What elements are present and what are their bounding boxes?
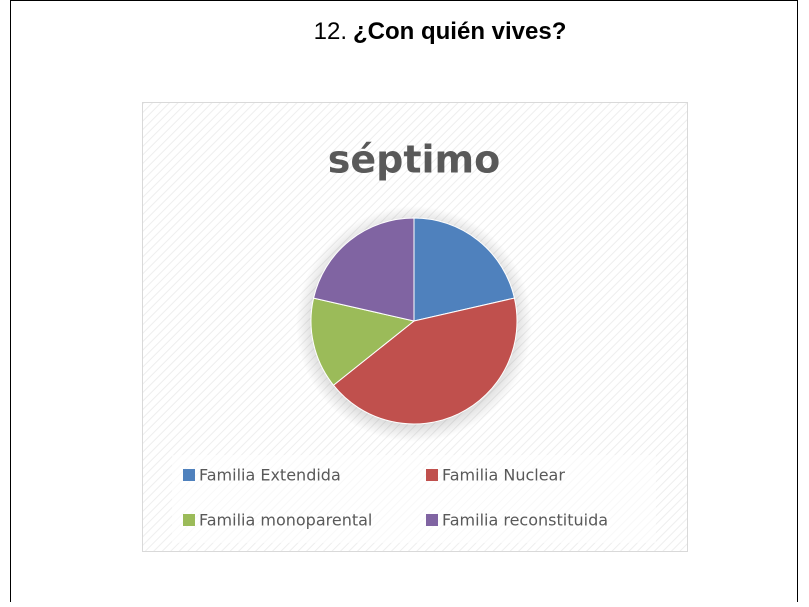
- legend-bg: [172, 455, 656, 543]
- legend-label: Familia reconstituida: [442, 511, 608, 530]
- legend-swatch: [426, 514, 438, 526]
- heading-text: ¿Con quién vives?: [353, 18, 566, 45]
- pie-slice: [332, 297, 518, 425]
- legend: Familia Extendida Familia Nuclear Familia …: [183, 466, 608, 530]
- pie-slice: [310, 297, 416, 386]
- pie-slice: [312, 217, 415, 322]
- legend-swatch: [183, 514, 195, 526]
- legend-swatch: [183, 469, 195, 481]
- chart-title: séptimo: [328, 138, 500, 182]
- page-border: [10, 0, 798, 602]
- legend-swatch: [426, 469, 438, 481]
- legend-label: Familia Extendida: [199, 466, 341, 485]
- heading-number: 12.: [314, 18, 347, 45]
- heading: 12. ¿Con quién vives?: [314, 18, 567, 45]
- legend-label: Familia monoparental: [199, 511, 372, 530]
- pie: [310, 217, 518, 425]
- pie-slice: [413, 217, 516, 322]
- legend-label: Familia Nuclear: [442, 466, 565, 485]
